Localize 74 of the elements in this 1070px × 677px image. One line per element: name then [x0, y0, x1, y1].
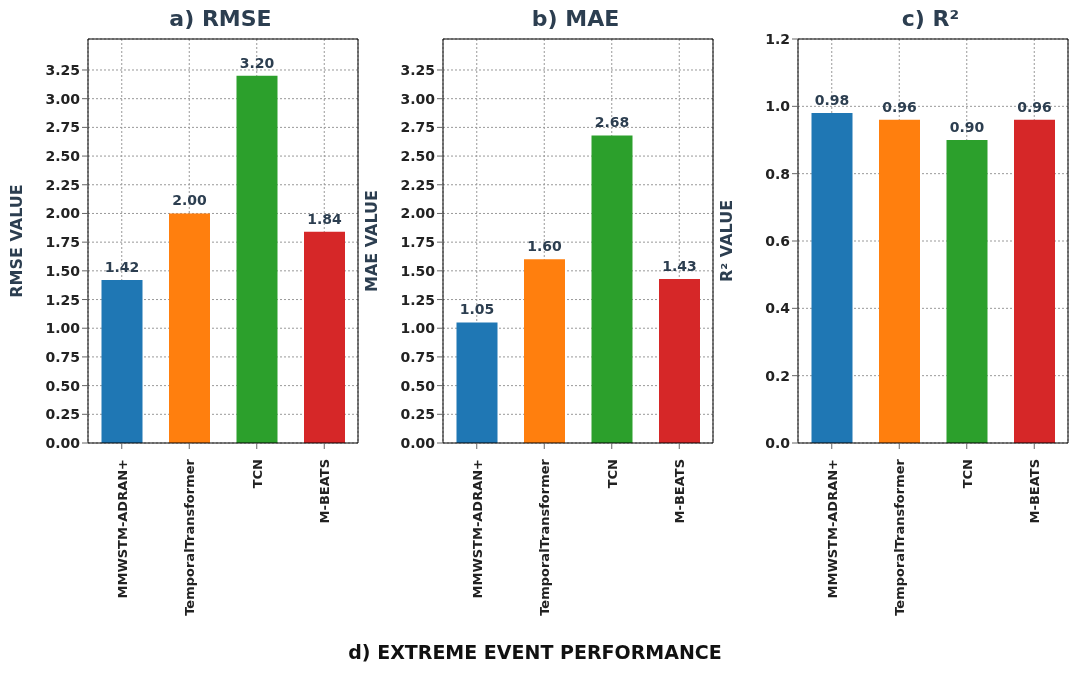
bar	[524, 259, 565, 443]
y-axis-title: RMSE VALUE	[6, 184, 26, 298]
y-tick-label: 1.0	[765, 98, 791, 115]
y-tick-label: 0.2	[765, 367, 790, 384]
y-tick-label: 1.75	[400, 234, 435, 251]
x-tick-label: TemporalTransformer	[182, 458, 198, 616]
y-tick-label: 0.75	[45, 348, 80, 365]
bar	[101, 280, 143, 443]
x-tick-label: MMWSTM-ADRAN+	[114, 459, 130, 599]
chart-title: a) RMSE	[168, 6, 273, 31]
data-label: 3.20	[239, 54, 275, 71]
chart-title: b) MAE	[530, 6, 621, 31]
y-tick-label: 0.6	[765, 232, 790, 249]
bar	[304, 231, 345, 443]
y-axis-title: R² VALUE	[716, 199, 736, 283]
x-tick-label: M-BEATS	[317, 459, 333, 524]
bar	[169, 213, 210, 443]
x-tick-label: M-BEATS	[672, 459, 688, 524]
x-tick-label: TCN	[249, 459, 265, 489]
data-label: 2.68	[594, 114, 630, 131]
data-label: 1.60	[527, 238, 563, 255]
y-tick-label: 2.75	[400, 119, 435, 136]
y-tick-label: 0.00	[400, 434, 436, 451]
y-tick-label: 1.00	[45, 320, 81, 337]
y-tick-label: 0.0	[765, 434, 791, 451]
y-tick-label: 0.00	[45, 434, 81, 451]
y-axis-title: MAE VALUE	[361, 189, 381, 293]
text: d) EXTREME EVENT PERFORMANCE	[347, 641, 723, 663]
x-tick-label: TemporalTransformer	[892, 458, 908, 616]
x-tick-label: TCN	[604, 459, 620, 489]
y-tick-label: 1.50	[45, 262, 81, 279]
bar	[456, 322, 498, 443]
y-tick-label: 1.25	[400, 291, 435, 308]
y-tick-label: 0.25	[400, 406, 435, 423]
data-label: 1.05	[459, 301, 495, 318]
y-tick-label: 0.4	[765, 300, 791, 317]
bar	[591, 135, 633, 443]
y-tick-label: 2.75	[45, 119, 80, 136]
data-label: 2.00	[172, 192, 208, 209]
y-tick-label: 0.8	[765, 165, 790, 182]
x-tick-label: TCN	[959, 459, 975, 489]
data-label: 0.90	[949, 119, 985, 135]
y-tick-label: 1.2	[765, 30, 790, 47]
y-tick-label: 2.50	[400, 148, 436, 165]
data-label: 1.43	[662, 257, 697, 274]
y-tick-label: 3.25	[45, 61, 80, 78]
y-tick-label: 0.50	[400, 377, 436, 394]
y-tick-label: 1.00	[400, 320, 436, 337]
data-label: 0.98	[814, 92, 850, 109]
y-tick-label: 1.75	[45, 234, 80, 251]
y-tick-label: 2.00	[45, 205, 81, 222]
x-tick-label: TemporalTransformer	[537, 458, 553, 616]
y-tick-label: 3.00	[400, 90, 436, 107]
data-label: 1.84	[307, 210, 343, 227]
y-tick-label: 2.25	[400, 176, 435, 193]
x-tick-label: MMWSTM-ADRAN+	[824, 459, 840, 599]
x-tick-label: MMWSTM-ADRAN+	[469, 459, 485, 599]
data-label: 0.96	[882, 98, 917, 115]
data-label: 1.42	[104, 259, 140, 276]
y-tick-label: 1.50	[400, 262, 436, 279]
bar	[236, 75, 278, 443]
y-tick-label: 0.25	[45, 406, 80, 423]
y-tick-label: 0.75	[400, 348, 435, 365]
bar	[659, 278, 700, 443]
x-tick-label: M-BEATS	[1027, 459, 1043, 524]
y-tick-label: 0.50	[45, 377, 81, 394]
y-tick-label: 1.25	[45, 291, 80, 308]
y-tick-label: 2.25	[45, 176, 80, 193]
chart-title: c) R²	[900, 6, 961, 31]
y-tick-label: 2.50	[45, 148, 81, 165]
data-label: 0.96	[1017, 98, 1052, 115]
y-tick-label: 3.25	[400, 61, 435, 78]
y-tick-label: 2.00	[400, 205, 436, 222]
y-tick-label: 3.00	[45, 90, 81, 107]
